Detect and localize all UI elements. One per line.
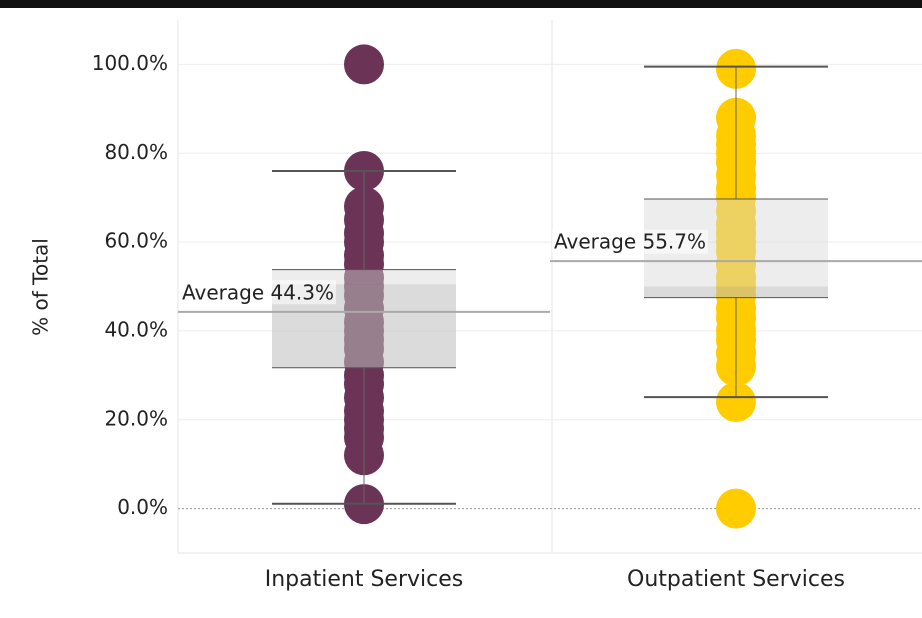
y-tick-label: 40.0% — [104, 317, 168, 341]
y-tick-label: 20.0% — [104, 406, 168, 430]
x-tick-label: Inpatient Services — [265, 567, 463, 592]
box-lower — [644, 286, 828, 298]
reference-label-bg — [552, 229, 709, 254]
reference-label-bg — [180, 280, 337, 305]
dot — [344, 44, 384, 85]
x-tick-label: Outpatient Services — [627, 567, 845, 592]
y-tick-label: 0.0% — [117, 495, 168, 519]
dot — [716, 381, 756, 422]
y-tick-label: 80.0% — [104, 140, 168, 164]
y-tick-label: 60.0% — [104, 229, 168, 253]
header-strip — [0, 0, 922, 8]
y-axis-title: % of Total — [29, 238, 53, 336]
reference-label: Average 55.7% — [554, 230, 706, 254]
reference-label: Average 44.3% — [182, 280, 334, 304]
y-tick-label: 100.0% — [92, 51, 168, 75]
dot — [716, 488, 756, 529]
